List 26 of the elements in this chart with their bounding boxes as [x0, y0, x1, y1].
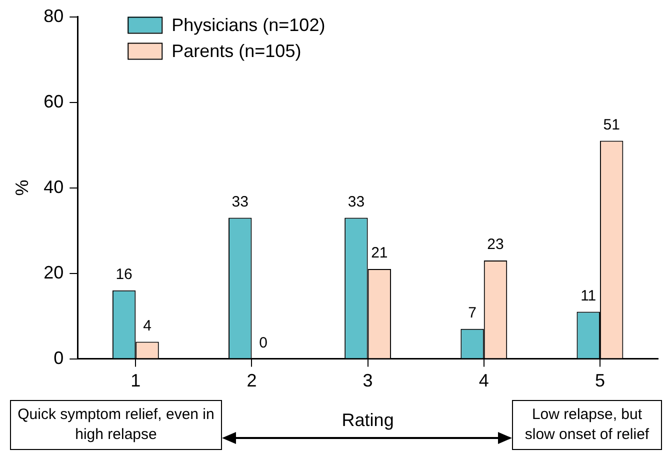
y-tick-label: 20 [44, 262, 64, 282]
x-tick-label: 3 [362, 370, 373, 391]
x-axis-title: Rating [342, 410, 394, 430]
y-tick-label: 40 [44, 176, 64, 197]
data-label: 11 [580, 287, 596, 304]
legend-label: Physicians (n=102) [172, 14, 326, 35]
y-axis-title: % [12, 180, 32, 196]
data-label: 21 [371, 244, 388, 262]
x-tick-label: 2 [246, 370, 257, 391]
data-label: 51 [603, 116, 620, 134]
text: Quick symptom relief, even in high relapse [10, 400, 222, 450]
data-label: 0 [259, 334, 268, 352]
data-label: 33 [348, 193, 365, 210]
y-tick-label: 0 [54, 348, 64, 368]
x-tick-label: 1 [130, 370, 141, 391]
text: Low relapse, but slow onset of relief [512, 400, 662, 450]
data-label: 23 [487, 236, 504, 254]
x-tick-label: 5 [594, 370, 605, 391]
data-label: 4 [143, 317, 152, 334]
x-tick-label: 4 [478, 370, 489, 391]
data-label: 16 [116, 266, 132, 284]
y-tick-label: 80 [44, 6, 64, 26]
legend-label: Parents (n=105) [172, 40, 302, 61]
y-tick-label: 60 [44, 91, 64, 112]
data-label: 33 [232, 193, 248, 210]
data-label: 7 [468, 304, 476, 322]
